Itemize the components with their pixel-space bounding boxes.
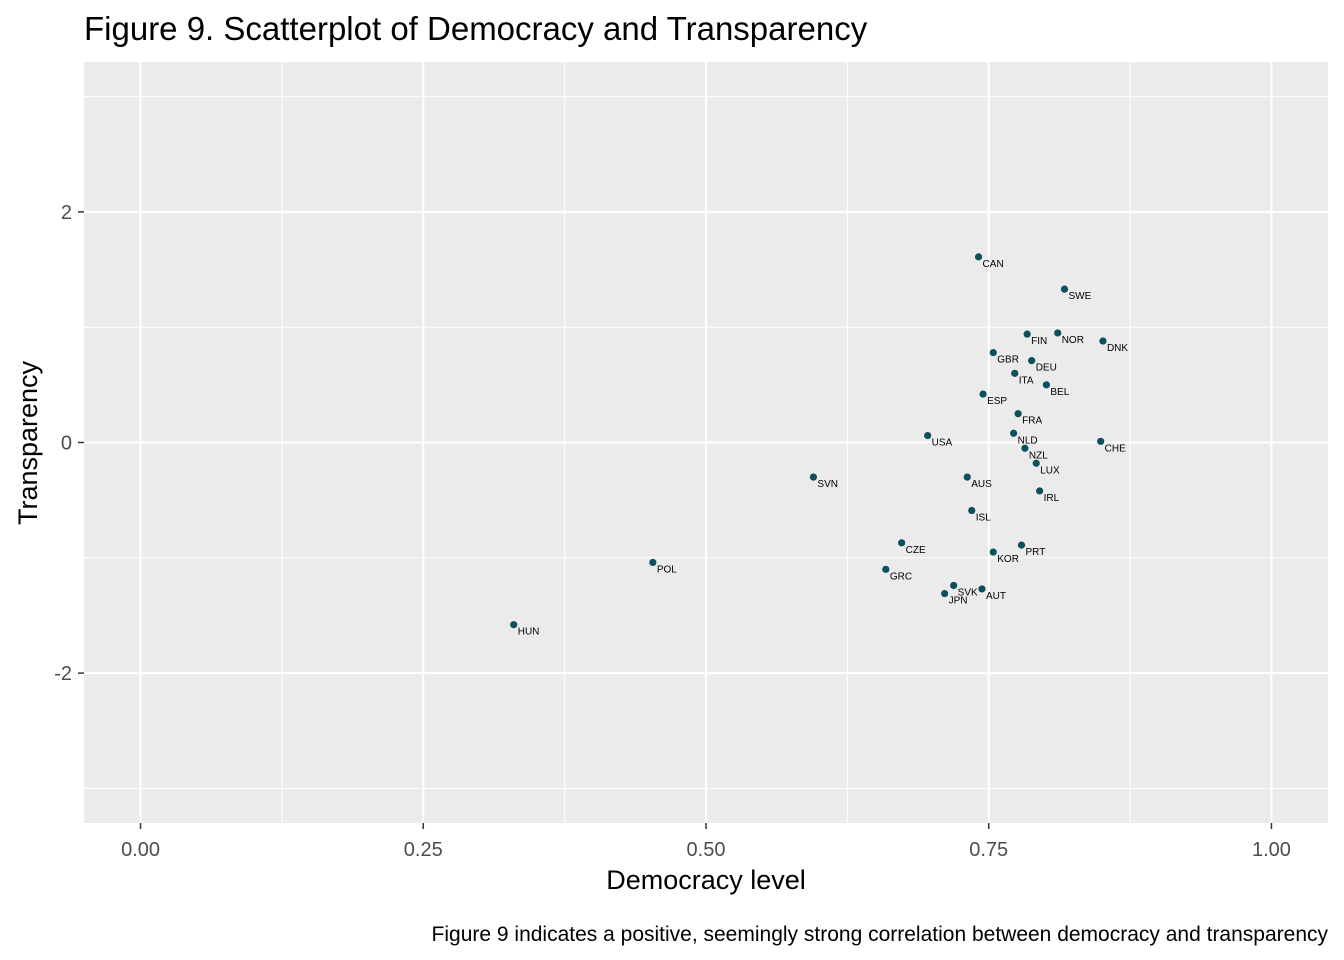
data-point-label: DNK — [1107, 343, 1128, 354]
data-point — [989, 348, 997, 357]
data-point-label: GRC — [890, 571, 912, 582]
y-axis-title: Transparency — [13, 360, 43, 525]
data-point-label: CAN — [983, 259, 1004, 270]
data-point-label: POL — [657, 564, 677, 575]
x-axis-title: Democracy level — [606, 865, 806, 895]
data-point-label: LUX — [1040, 465, 1060, 476]
data-point-label: CHE — [1105, 443, 1126, 454]
data-point — [979, 390, 987, 398]
x-tick-label: 1.00 — [1252, 839, 1291, 861]
data-point — [1028, 357, 1036, 365]
data-point — [941, 589, 949, 598]
data-point-label: ESP — [987, 396, 1007, 407]
major-gridlines — [84, 62, 1328, 823]
data-point — [1097, 437, 1105, 445]
data-point — [1099, 337, 1107, 345]
data-point — [974, 253, 983, 261]
x-tick-label: 0.75 — [969, 839, 1008, 861]
data-point — [924, 431, 932, 440]
data-point-label: GBR — [997, 355, 1019, 366]
data-point-label: ITA — [1019, 375, 1034, 386]
y-tick-label: 0 — [61, 433, 72, 455]
data-point-label: AUT — [986, 591, 1006, 602]
data-point — [1036, 487, 1044, 495]
chart-title: Figure 9. Scatterplot of Democracy and T… — [84, 10, 868, 47]
data-point — [882, 565, 890, 573]
data-point-label: SWE — [1068, 291, 1091, 302]
data-point-label: BEL — [1050, 387, 1069, 398]
data-point — [1010, 429, 1018, 437]
data-point-label: FRA — [1022, 416, 1042, 427]
data-point-label: FIN — [1031, 336, 1047, 347]
data-point — [1060, 285, 1069, 293]
data-point-label: DEU — [1036, 363, 1057, 374]
data-point-label: CZE — [906, 545, 926, 556]
data-point — [649, 558, 657, 567]
data-point — [1011, 369, 1019, 377]
data-point — [963, 473, 971, 481]
data-point — [510, 621, 518, 629]
data-point — [978, 585, 986, 593]
data-point — [1042, 381, 1051, 389]
data-point-label: NOR — [1062, 335, 1084, 346]
chart-caption: Figure 9 indicates a positive, seemingly… — [432, 923, 1329, 946]
data-point-label: USA — [932, 438, 953, 449]
data-point — [1017, 541, 1026, 549]
y-axis-ticks: -2 0 2 — [54, 202, 84, 685]
data-point — [898, 539, 906, 547]
data-point-label: JPN — [949, 596, 968, 607]
data-point-label: NZL — [1029, 450, 1048, 461]
data-point-label: NLD — [1018, 435, 1038, 446]
data-point — [1032, 459, 1040, 467]
y-tick-label: -2 — [54, 663, 72, 685]
x-tick-label: 0.50 — [687, 839, 726, 861]
data-point — [1054, 329, 1062, 337]
data-point-label: PRT — [1026, 547, 1046, 558]
data-point — [809, 473, 818, 481]
data-point-label: ISL — [976, 513, 991, 524]
data-point — [1021, 444, 1029, 452]
data-point — [1014, 410, 1022, 418]
x-axis-ticks: 0.00 0.25 0.50 0.75 1.00 — [121, 823, 1291, 861]
data-point-label: HUN — [518, 627, 540, 638]
x-tick-label: 0.00 — [121, 839, 160, 861]
data-point-label: AUS — [971, 479, 992, 490]
x-tick-label: 0.25 — [404, 839, 443, 861]
data-point-label: SVK — [958, 587, 978, 598]
data-point-label: SVN — [817, 479, 838, 490]
data-point-label: IRL — [1044, 493, 1060, 504]
data-point — [989, 548, 997, 556]
data-point — [968, 506, 976, 515]
data-point — [1023, 330, 1031, 338]
y-tick-label: 2 — [61, 202, 72, 224]
data-point — [950, 581, 958, 590]
data-point-label: KOR — [997, 554, 1019, 565]
